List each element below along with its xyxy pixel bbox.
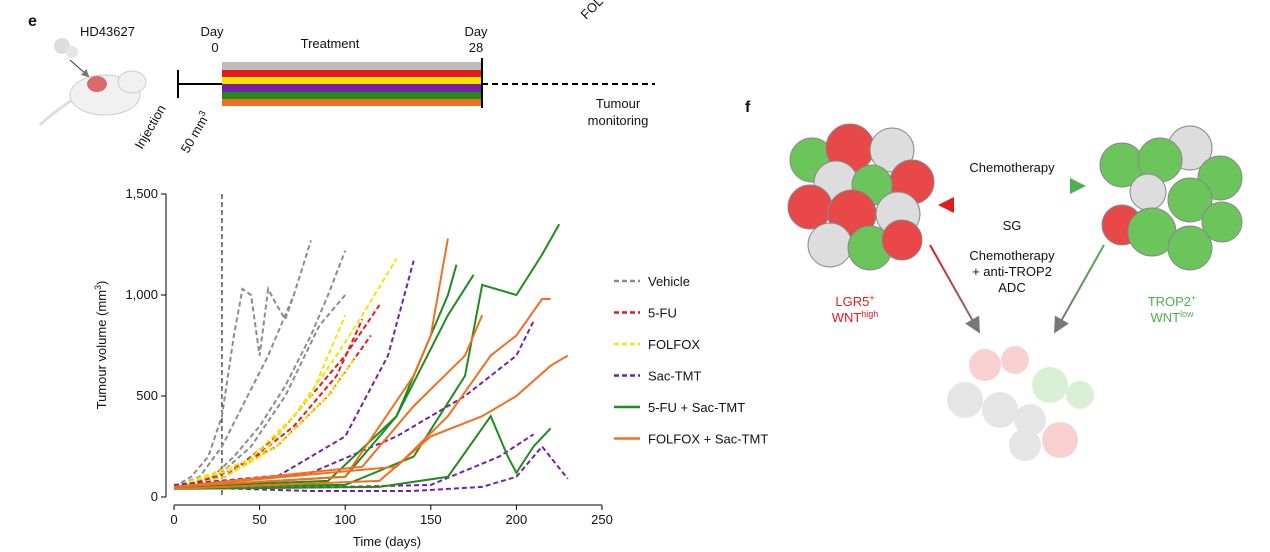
- series-line: [173, 334, 372, 490]
- combo-label: ADC: [998, 280, 1025, 295]
- state-label: TROP2+: [1148, 293, 1197, 309]
- x-tick-label: 50: [252, 512, 266, 527]
- series-line: [173, 414, 552, 490]
- legend-label: 5-FU + Sac-TMT: [648, 400, 745, 415]
- state-label: WNThigh: [832, 309, 879, 325]
- legend-label: Vehicle: [648, 274, 690, 289]
- panel-label: f: [745, 99, 751, 116]
- x-tick-label: 200: [506, 512, 528, 527]
- series-line: [173, 250, 347, 490]
- line-chart: 0 500 1,000 1,500 0 50 100 150 200 250 Vehicle 5-FU…: [125, 186, 768, 527]
- series-line: [173, 298, 551, 488]
- series-line: [174, 433, 535, 488]
- y-tick-label: 1,500: [125, 186, 158, 201]
- series-line: [173, 240, 312, 488]
- series-line: [173, 294, 346, 488]
- y-tick-label: 1,000: [125, 287, 158, 302]
- treatment-bars: [222, 58, 655, 108]
- legend-label: Sac-TMT: [648, 369, 702, 384]
- combo-label: Chemotherapy: [969, 248, 1055, 263]
- day-label: Day: [464, 24, 488, 39]
- injection-label: Injection: [132, 102, 169, 151]
- series-line: [173, 314, 347, 488]
- monitoring-label: monitoring: [588, 113, 649, 128]
- series-line: [173, 274, 475, 488]
- volume-label: 50 mm3: [177, 109, 213, 156]
- series-line: [173, 285, 295, 488]
- treatment-label: Treatment: [301, 36, 360, 51]
- x-tick-label: 150: [420, 512, 442, 527]
- panel-label: e: [28, 13, 37, 30]
- tumour-left: [787, 123, 935, 271]
- series-line: [173, 318, 364, 488]
- series-line: [173, 320, 535, 486]
- state-label: LGR5+: [835, 293, 874, 309]
- arrow-label: SG: [1003, 218, 1022, 233]
- x-axis-title: Time (days): [353, 534, 421, 549]
- dying-cells: [947, 346, 1094, 461]
- legend-label: FOLFOX + Sac-TMT: [648, 432, 768, 447]
- arrow-label: Chemotherapy: [969, 160, 1055, 175]
- series-line: [173, 314, 484, 488]
- y-axis-title: Tumour volume (mm3): [93, 281, 109, 410]
- series-line: [173, 354, 569, 490]
- series-line: [173, 238, 449, 488]
- x-tick-label: 100: [334, 512, 356, 527]
- combo-label: + anti-TROP2: [972, 264, 1052, 279]
- mouse: [38, 38, 147, 127]
- series-line: [173, 223, 561, 488]
- state-label: WNTlow: [1150, 309, 1194, 325]
- model-label: HD43627: [80, 24, 135, 39]
- legend-label: 5-FU: [648, 306, 677, 321]
- series-line: [173, 444, 569, 492]
- x-tick-label: 0: [170, 512, 177, 527]
- day-value: 28: [469, 40, 483, 55]
- series-line: [173, 359, 355, 490]
- tumour-right: [1099, 125, 1243, 271]
- series-line: [173, 258, 398, 488]
- legend-label: FOLFOX: [648, 337, 700, 352]
- y-tick-label: 0: [151, 489, 158, 504]
- y-tick-label: 500: [136, 388, 158, 403]
- arrow: [929, 244, 980, 334]
- arrow: [1054, 244, 1105, 334]
- day-label: Day: [200, 24, 224, 39]
- x-tick-label: 250: [591, 512, 613, 527]
- day-value: 0: [211, 40, 218, 55]
- clipped-label: FOL: [578, 0, 606, 22]
- monitoring-label: Tumour: [596, 96, 641, 111]
